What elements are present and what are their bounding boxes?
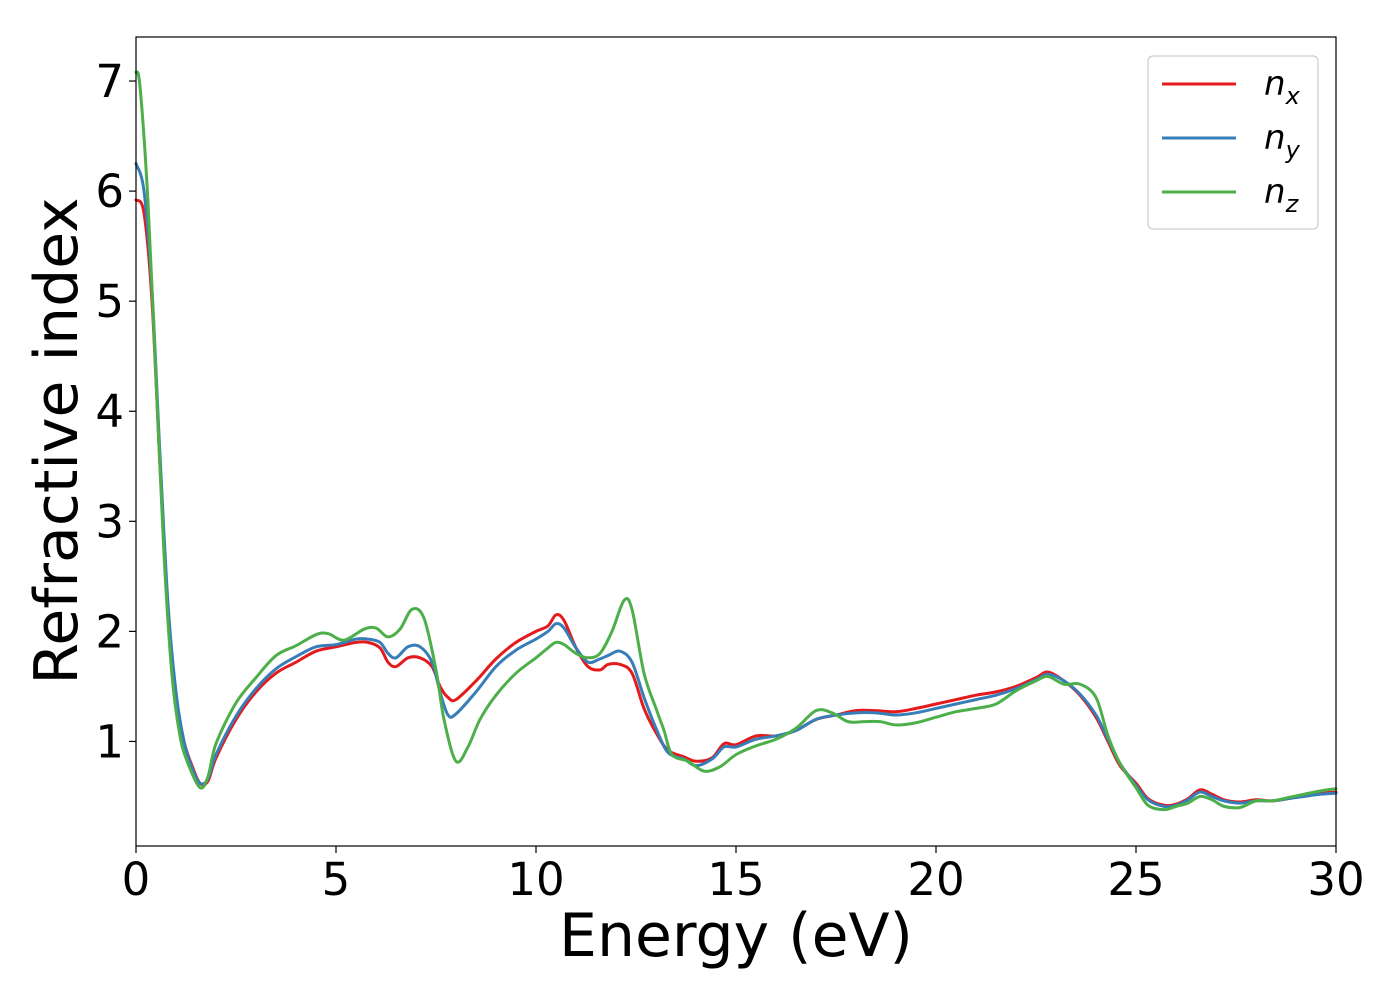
y-tick-label: 3: [95, 495, 124, 548]
x-tick-label: 25: [1107, 853, 1164, 906]
x-tick-label: 20: [907, 853, 964, 906]
legend-label-nz: nz: [1264, 172, 1300, 218]
y-tick-label: 4: [95, 385, 124, 438]
legend-label-nx: nx: [1264, 64, 1301, 110]
legend-label-base: n: [1264, 118, 1286, 158]
legend-label-base: n: [1264, 64, 1286, 104]
x-tick-label: 10: [507, 853, 564, 906]
series-line-nz: [134, 70, 1338, 812]
legend-label-subscript: x: [1285, 82, 1301, 110]
x-tick-label: 15: [707, 853, 764, 906]
y-tick-label: 2: [95, 605, 124, 658]
ticks-layer: 0 5 10 15 20 25 30 1 2 3 4 5 6 7: [95, 55, 1364, 906]
y-tick-label: 7: [95, 55, 124, 108]
x-axis-label: Energy (eV): [559, 901, 913, 971]
legend-label-base: n: [1264, 172, 1286, 212]
x-tick-label: 30: [1307, 853, 1364, 906]
series-layer: [134, 70, 1338, 812]
x-tick-label: 0: [122, 853, 151, 906]
legend-label-subscript: z: [1285, 190, 1300, 218]
y-tick-label: 6: [95, 165, 124, 218]
y-axis-label: Refractive index: [22, 197, 92, 684]
legend-label-subscript: y: [1285, 136, 1301, 164]
y-tick-label: 1: [95, 715, 124, 768]
x-tick-label: 5: [322, 853, 351, 906]
legend-box: [1147, 55, 1319, 230]
legend-label-ny: ny: [1264, 118, 1301, 164]
y-tick-label: 5: [95, 275, 124, 328]
